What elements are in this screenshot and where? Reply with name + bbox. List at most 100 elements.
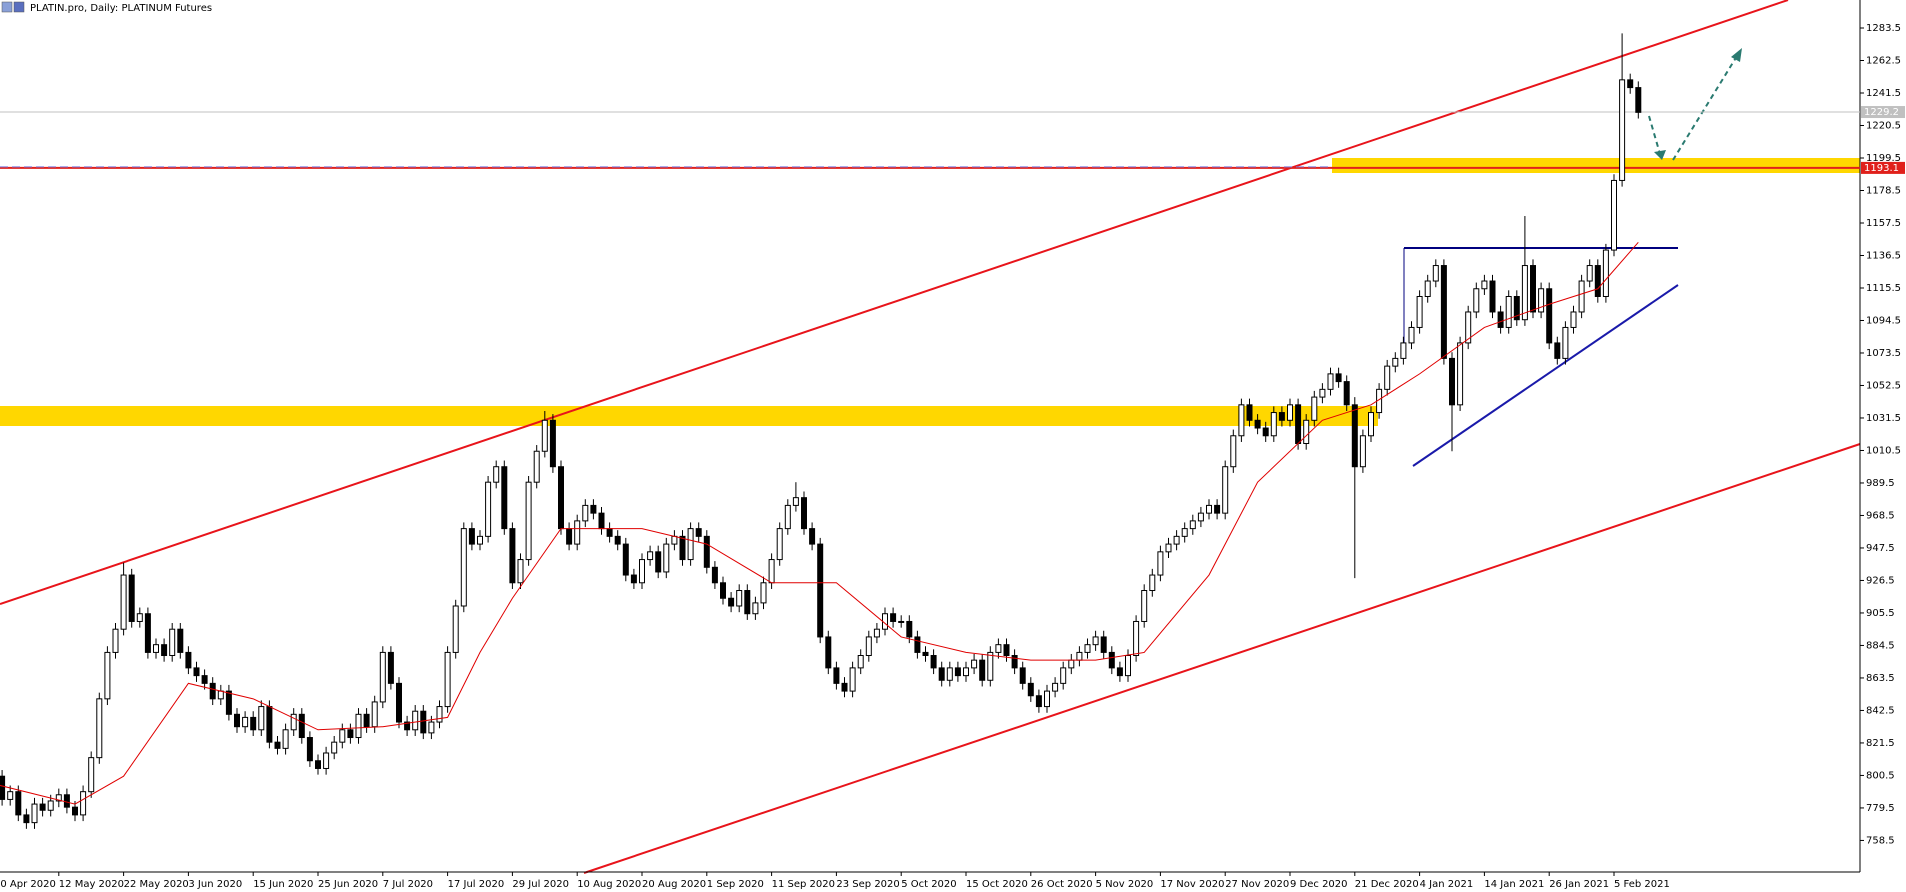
candle-body	[639, 559, 645, 584]
candle-body	[1449, 357, 1455, 406]
candle-body	[1562, 326, 1569, 359]
candle-body	[1084, 644, 1091, 653]
candle-body	[274, 741, 281, 749]
candle-body	[728, 597, 735, 607]
candle-body	[606, 528, 613, 537]
candle-body	[1416, 295, 1423, 328]
candle-body	[1505, 295, 1512, 328]
candle-body	[396, 682, 402, 723]
candle-body	[825, 636, 832, 669]
candle-body	[1489, 280, 1496, 313]
x-tick-label: 22 May 2020	[124, 879, 189, 890]
x-tick-label: 5 Feb 2021	[1614, 879, 1670, 890]
candle-body	[760, 582, 767, 604]
candle-body	[112, 628, 119, 653]
candle-body	[1027, 682, 1034, 697]
candle-body	[1246, 404, 1253, 421]
candle-body	[1311, 396, 1318, 421]
candle-body	[509, 528, 516, 584]
candle-body	[201, 675, 208, 684]
candle-body	[315, 760, 321, 769]
candle-body	[1254, 419, 1261, 429]
y-tick-label: 947.5	[1866, 543, 1895, 554]
candle-body	[80, 791, 87, 816]
candle-body	[1238, 404, 1245, 437]
candle-body	[1100, 636, 1107, 653]
x-tick-label: 9 Dec 2020	[1290, 879, 1348, 890]
x-tick-label: 17 Jul 2020	[448, 879, 505, 890]
candle-body	[914, 636, 921, 653]
x-tick-label: 15 Jun 2020	[253, 879, 313, 890]
candle-body	[1060, 667, 1067, 684]
candle-body	[234, 713, 240, 728]
candle-body	[979, 659, 986, 681]
candle-body	[379, 651, 386, 703]
candle-body	[47, 800, 54, 811]
candle-body	[1432, 265, 1439, 282]
candle-body	[1278, 412, 1285, 421]
candle-body	[1627, 79, 1634, 89]
candle-body	[849, 667, 856, 692]
candle-body	[250, 716, 257, 731]
x-tick-label: 5 Oct 2020	[901, 879, 956, 890]
candle-body	[655, 551, 662, 573]
candle-body	[809, 528, 816, 545]
candle-body	[1335, 373, 1342, 383]
arrow	[1648, 115, 1661, 155]
candle-body	[1368, 412, 1374, 437]
support-zone	[0, 406, 1378, 426]
candle-body	[404, 721, 411, 731]
candle-body	[1270, 412, 1277, 437]
y-tick-label: 1220.5	[1866, 120, 1901, 131]
candle-body	[1230, 435, 1237, 468]
candle-body	[225, 690, 232, 715]
candle-body	[1011, 655, 1018, 669]
candle-body	[598, 512, 605, 530]
candle-body	[1408, 326, 1415, 344]
x-tick-label: 1 Sep 2020	[707, 879, 764, 890]
candle-body	[784, 504, 791, 530]
candle-body	[217, 690, 224, 700]
candle-body	[144, 613, 151, 653]
y-tick-label: 1262.5	[1866, 56, 1901, 67]
candle-body	[15, 791, 22, 816]
y-tick-label: 1283.5	[1866, 23, 1901, 34]
candle-body	[23, 814, 30, 824]
candle-body	[679, 535, 686, 561]
candle-body	[946, 667, 953, 681]
candle-body	[371, 701, 378, 728]
candle-body	[1570, 311, 1577, 328]
candle-body	[55, 794, 62, 802]
candle-body	[549, 419, 556, 468]
candle-body	[282, 729, 289, 749]
candle-body	[541, 419, 548, 452]
candle-body	[177, 628, 184, 653]
candle-body	[873, 628, 880, 638]
x-tick-label: 21 Dec 2020	[1355, 879, 1419, 890]
candle-body	[1108, 651, 1115, 669]
candle-body	[663, 543, 670, 573]
candle-body	[647, 551, 654, 561]
candle-body	[566, 528, 573, 545]
candle-body	[452, 605, 459, 653]
y-tick-label: 863.5	[1866, 673, 1895, 684]
x-tick-label: 20 Aug 2020	[642, 879, 706, 890]
drawings	[0, 0, 1861, 874]
candle-body	[687, 528, 694, 561]
x-tick-label: 26 Jan 2021	[1549, 879, 1609, 890]
candle-body	[1546, 288, 1553, 344]
candle-body	[1611, 179, 1617, 251]
candle-body	[266, 706, 273, 743]
candle-body	[1327, 373, 1334, 390]
candle-body	[1400, 342, 1407, 359]
candle-body	[1481, 280, 1488, 290]
candle-body	[193, 667, 200, 677]
candle-body	[865, 636, 872, 657]
candle-body	[242, 716, 249, 728]
x-tick-label: 4 Jan 2021	[1420, 879, 1474, 890]
candle-body	[833, 667, 840, 684]
candle-body	[898, 620, 905, 623]
y-tick-label: 800.5	[1866, 770, 1895, 781]
candle-body	[128, 574, 135, 622]
candle-body	[501, 466, 508, 530]
